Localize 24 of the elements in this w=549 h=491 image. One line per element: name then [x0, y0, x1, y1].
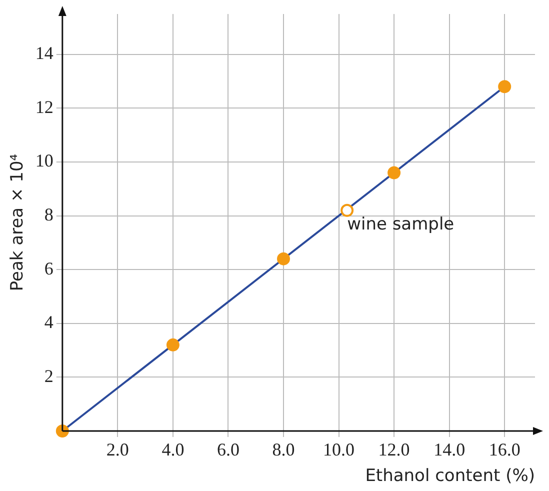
y-tick-label: 4	[44, 312, 54, 332]
annotation: wine sample	[347, 214, 454, 234]
point	[388, 166, 401, 180]
x-tick-label: 14.0	[434, 440, 466, 460]
x-tick-label: 6.0	[216, 440, 240, 460]
y-tick-label: 8	[44, 204, 54, 225]
y-tick-label: 6	[44, 258, 54, 278]
x-tick-label: 12.0	[378, 440, 410, 460]
point	[277, 252, 290, 266]
x-tick-label: 10.0	[323, 440, 355, 460]
x-tick-label: 16.0	[488, 440, 520, 460]
y-tick-label: 14	[35, 43, 54, 64]
x-tick-label: 8.0	[272, 440, 295, 460]
y-tick-label: 12	[35, 96, 54, 117]
point	[498, 80, 512, 94]
point	[56, 424, 69, 438]
x-tick-label: 2.0	[106, 440, 129, 460]
x-axis-title: Ethanol content (%)	[365, 466, 535, 486]
y-axis-title: Peak area × 10⁴	[8, 154, 28, 292]
y-tick-label: 2	[44, 366, 54, 386]
point	[340, 204, 354, 217]
point	[166, 338, 180, 352]
x-tick-label: 4.0	[162, 440, 184, 460]
y-tick-label: 10	[35, 150, 54, 171]
